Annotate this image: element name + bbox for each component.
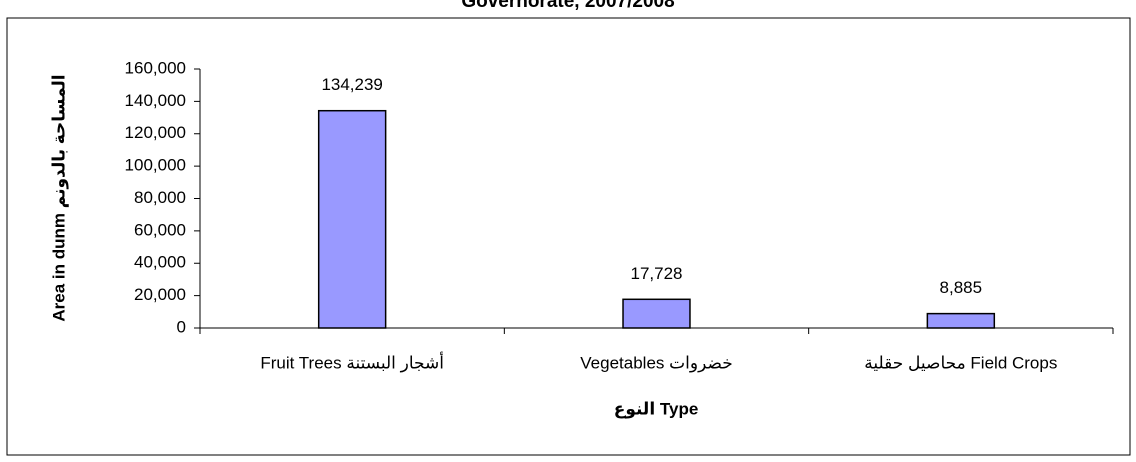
x-tick-label: Fruit Trees أشجار البستنة bbox=[260, 351, 444, 372]
y-tick-label: 20,000 bbox=[134, 285, 186, 304]
y-tick-label: 100,000 bbox=[125, 156, 186, 175]
data-label: 8,885 bbox=[940, 278, 983, 297]
bar bbox=[926, 312, 996, 329]
x-axis-label: النوع Type bbox=[614, 399, 699, 419]
bar bbox=[622, 298, 691, 329]
y-tick-label: 40,000 bbox=[134, 253, 186, 272]
y-tick-label: 160,000 bbox=[125, 58, 186, 77]
y-tick-label: 60,000 bbox=[134, 220, 186, 239]
chart-border bbox=[6, 17, 1131, 456]
chart-title: Governorate, 2007/2008 bbox=[461, 0, 674, 12]
x-tick-label: Vegetables خضروات bbox=[580, 353, 732, 372]
x-tick-label: محاصيل حقلية Field Crops bbox=[864, 353, 1057, 372]
bar bbox=[317, 109, 387, 329]
y-tick-label: 140,000 bbox=[125, 91, 186, 110]
y-axis-label: Area in dunm المساحة بالدونم bbox=[49, 74, 69, 321]
data-label: 17,728 bbox=[631, 264, 683, 283]
y-tick-label: 80,000 bbox=[134, 188, 186, 207]
y-tick-label: 0 bbox=[177, 317, 186, 336]
y-tick-label: 120,000 bbox=[125, 123, 186, 142]
data-label: 134,239 bbox=[321, 75, 382, 94]
